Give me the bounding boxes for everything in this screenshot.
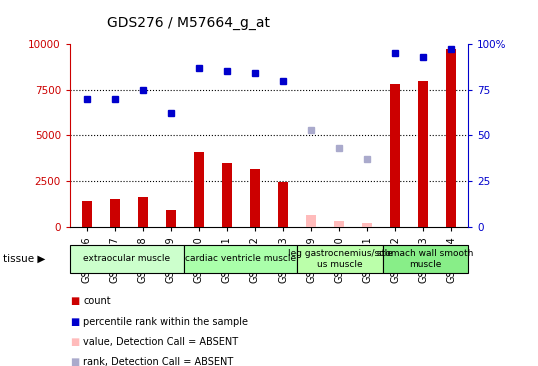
Bar bbox=[362, 223, 372, 227]
Bar bbox=[418, 82, 428, 227]
Text: stomach wall smooth
muscle: stomach wall smooth muscle bbox=[377, 249, 473, 269]
Text: tissue ▶: tissue ▶ bbox=[3, 254, 45, 264]
Bar bbox=[306, 215, 316, 227]
Bar bbox=[390, 84, 400, 227]
Text: extraocular muscle: extraocular muscle bbox=[83, 254, 171, 264]
Text: cardiac ventricle muscle: cardiac ventricle muscle bbox=[185, 254, 296, 264]
Text: ■: ■ bbox=[70, 357, 79, 366]
Text: count: count bbox=[83, 296, 111, 306]
Bar bbox=[222, 163, 232, 227]
Text: percentile rank within the sample: percentile rank within the sample bbox=[83, 317, 249, 326]
Bar bbox=[70, 245, 183, 273]
Text: rank, Detection Call = ABSENT: rank, Detection Call = ABSENT bbox=[83, 357, 233, 366]
Bar bbox=[383, 245, 468, 273]
Bar bbox=[447, 49, 456, 227]
Bar bbox=[110, 199, 119, 227]
Text: GDS276 / M57664_g_at: GDS276 / M57664_g_at bbox=[107, 16, 270, 30]
Bar bbox=[183, 245, 298, 273]
Bar bbox=[82, 201, 91, 227]
Bar bbox=[166, 210, 176, 227]
Bar bbox=[194, 152, 204, 227]
Text: ■: ■ bbox=[70, 337, 79, 347]
Bar bbox=[278, 182, 288, 227]
Bar bbox=[298, 245, 383, 273]
Text: leg gastrocnemius/sole
us muscle: leg gastrocnemius/sole us muscle bbox=[288, 249, 393, 269]
Text: ■: ■ bbox=[70, 296, 79, 306]
Bar bbox=[334, 221, 344, 227]
Text: ■: ■ bbox=[70, 317, 79, 326]
Bar bbox=[138, 197, 148, 227]
Text: value, Detection Call = ABSENT: value, Detection Call = ABSENT bbox=[83, 337, 238, 347]
Bar bbox=[250, 169, 260, 227]
